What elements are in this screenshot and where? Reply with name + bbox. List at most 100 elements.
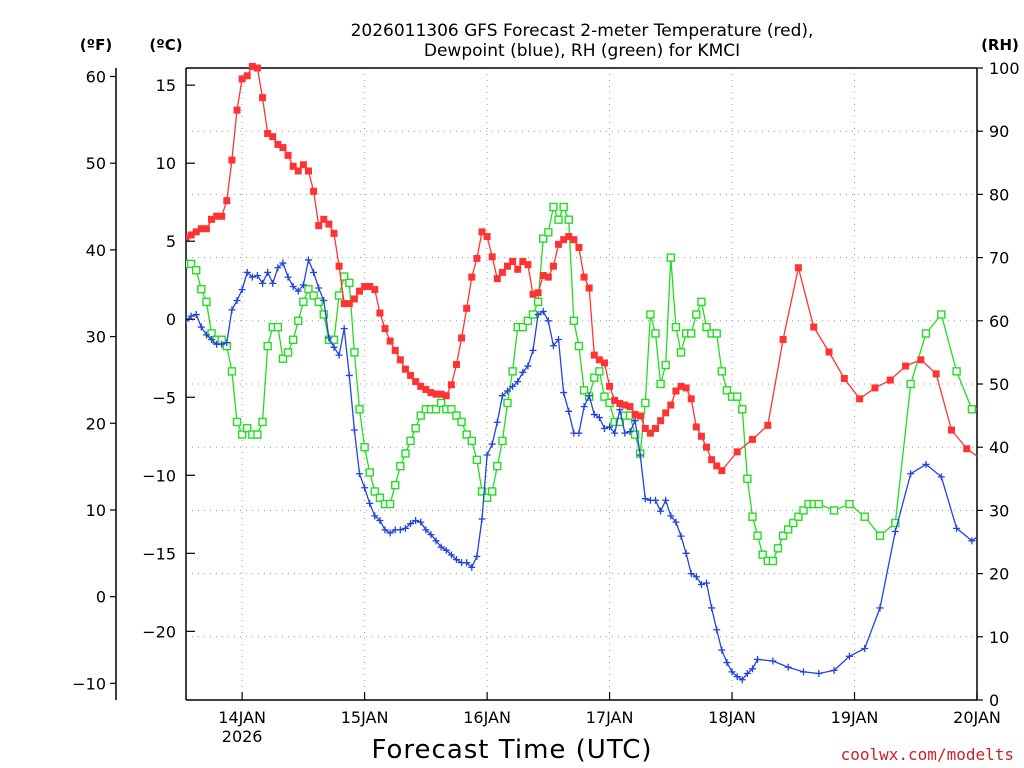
temperature-point xyxy=(432,390,440,398)
x-tick-label: 20JAN xyxy=(953,708,1001,727)
dewpoint-point xyxy=(585,392,593,400)
dewpoint-point xyxy=(381,526,389,534)
temperature-point xyxy=(386,337,394,345)
rh-point xyxy=(273,322,283,332)
temperature-point xyxy=(733,448,741,456)
temperature-point xyxy=(447,381,455,389)
rh-point xyxy=(748,512,757,521)
dewpoint-point xyxy=(718,646,726,654)
temperature-point xyxy=(269,133,277,141)
dewpoint-point xyxy=(417,518,425,526)
dewpoint-point xyxy=(626,428,634,436)
dewpoint-point xyxy=(606,423,614,431)
dewpoint-point xyxy=(412,517,420,525)
dewpoint-point xyxy=(253,272,261,280)
rh-unit-label: (RH) xyxy=(981,36,1019,54)
rh-point xyxy=(243,424,252,433)
rh-point xyxy=(232,417,242,427)
dewpoint-point xyxy=(636,451,644,459)
dewpoint-point xyxy=(876,604,884,612)
temperature-point xyxy=(238,75,246,83)
series-clip-group xyxy=(186,62,977,475)
temperature-point xyxy=(407,371,415,379)
dewpoint-point xyxy=(274,264,282,272)
temperature-point xyxy=(488,253,496,261)
dewpoint-point xyxy=(672,518,680,526)
rh-point xyxy=(544,228,553,237)
temperature-point xyxy=(621,401,629,409)
rh-point xyxy=(472,455,482,465)
rh-point xyxy=(773,544,783,553)
rh-point xyxy=(641,398,650,408)
rh-point xyxy=(937,310,946,319)
dewpoint-point xyxy=(498,392,506,400)
temperature-point xyxy=(651,424,659,432)
dewpoint-point xyxy=(243,268,251,276)
rh-point xyxy=(452,411,461,420)
temperature-point xyxy=(682,384,690,392)
dewpoint-point xyxy=(468,563,476,571)
temperature-point xyxy=(692,423,700,431)
dewpoint-point xyxy=(631,417,639,425)
temperature-point xyxy=(350,295,358,303)
rh-point xyxy=(227,367,237,376)
series-clip-group xyxy=(186,256,977,684)
rh-tick-label: 100 xyxy=(989,59,1020,78)
dewpoint-point xyxy=(192,311,200,319)
rh-point xyxy=(554,215,563,224)
temperature-point xyxy=(192,228,200,236)
temperature-point xyxy=(478,228,486,236)
rh-point xyxy=(590,373,599,382)
temperature-point xyxy=(509,258,517,266)
temperature-point xyxy=(483,233,491,241)
rh-point xyxy=(401,449,410,458)
rh-point xyxy=(738,405,747,414)
rh-point xyxy=(436,398,446,408)
rh-point xyxy=(860,512,869,521)
rh-point xyxy=(921,329,931,338)
temperature-point xyxy=(463,304,471,312)
dewpoint-point xyxy=(264,268,272,276)
dewpoint-point xyxy=(544,317,552,325)
temperature-point xyxy=(549,262,557,270)
dewpoint-point xyxy=(575,429,583,437)
rh-point xyxy=(952,367,961,376)
celsius-tick-label: 0 xyxy=(166,310,176,329)
dewpoint-point xyxy=(228,306,236,314)
rh-point xyxy=(283,348,293,357)
temperature-point xyxy=(856,395,864,403)
rh-point xyxy=(702,322,711,332)
x-tick-sublabel: 2026 xyxy=(222,727,263,746)
dewpoint-point xyxy=(345,371,353,379)
temperature-point xyxy=(580,273,588,281)
rh-point xyxy=(299,297,308,307)
temperature-point xyxy=(233,106,241,114)
temperature-point xyxy=(708,456,716,464)
temperature-point xyxy=(279,144,287,152)
temperature-point xyxy=(529,290,537,298)
x-tick-label: 17JAN xyxy=(586,708,634,727)
dewpoint-point xyxy=(294,287,302,295)
temperature-point xyxy=(381,325,389,333)
rh-point xyxy=(778,531,788,540)
dewpoint-point xyxy=(748,665,756,673)
x-tick-label: 14JAN xyxy=(218,708,266,727)
temperature-point xyxy=(248,62,256,70)
rh-point xyxy=(462,430,471,439)
rh-point xyxy=(385,499,395,509)
rh-point xyxy=(789,518,798,528)
temperature-point xyxy=(662,409,670,417)
temperature-point xyxy=(565,233,573,241)
rh-point xyxy=(829,506,839,515)
fahrenheit-tick-label: 20 xyxy=(86,414,106,433)
dewpoint-point xyxy=(815,669,823,677)
temperature-point xyxy=(917,356,925,364)
temperature-point xyxy=(902,362,910,370)
dewpoint-point xyxy=(493,418,501,426)
temperature-point xyxy=(202,225,210,233)
rh-point xyxy=(732,392,742,401)
temperature-point xyxy=(963,445,971,453)
dewpoint-point xyxy=(891,527,899,535)
celsius-tick-label: −20 xyxy=(142,622,176,641)
dewpoint-point xyxy=(738,676,746,684)
